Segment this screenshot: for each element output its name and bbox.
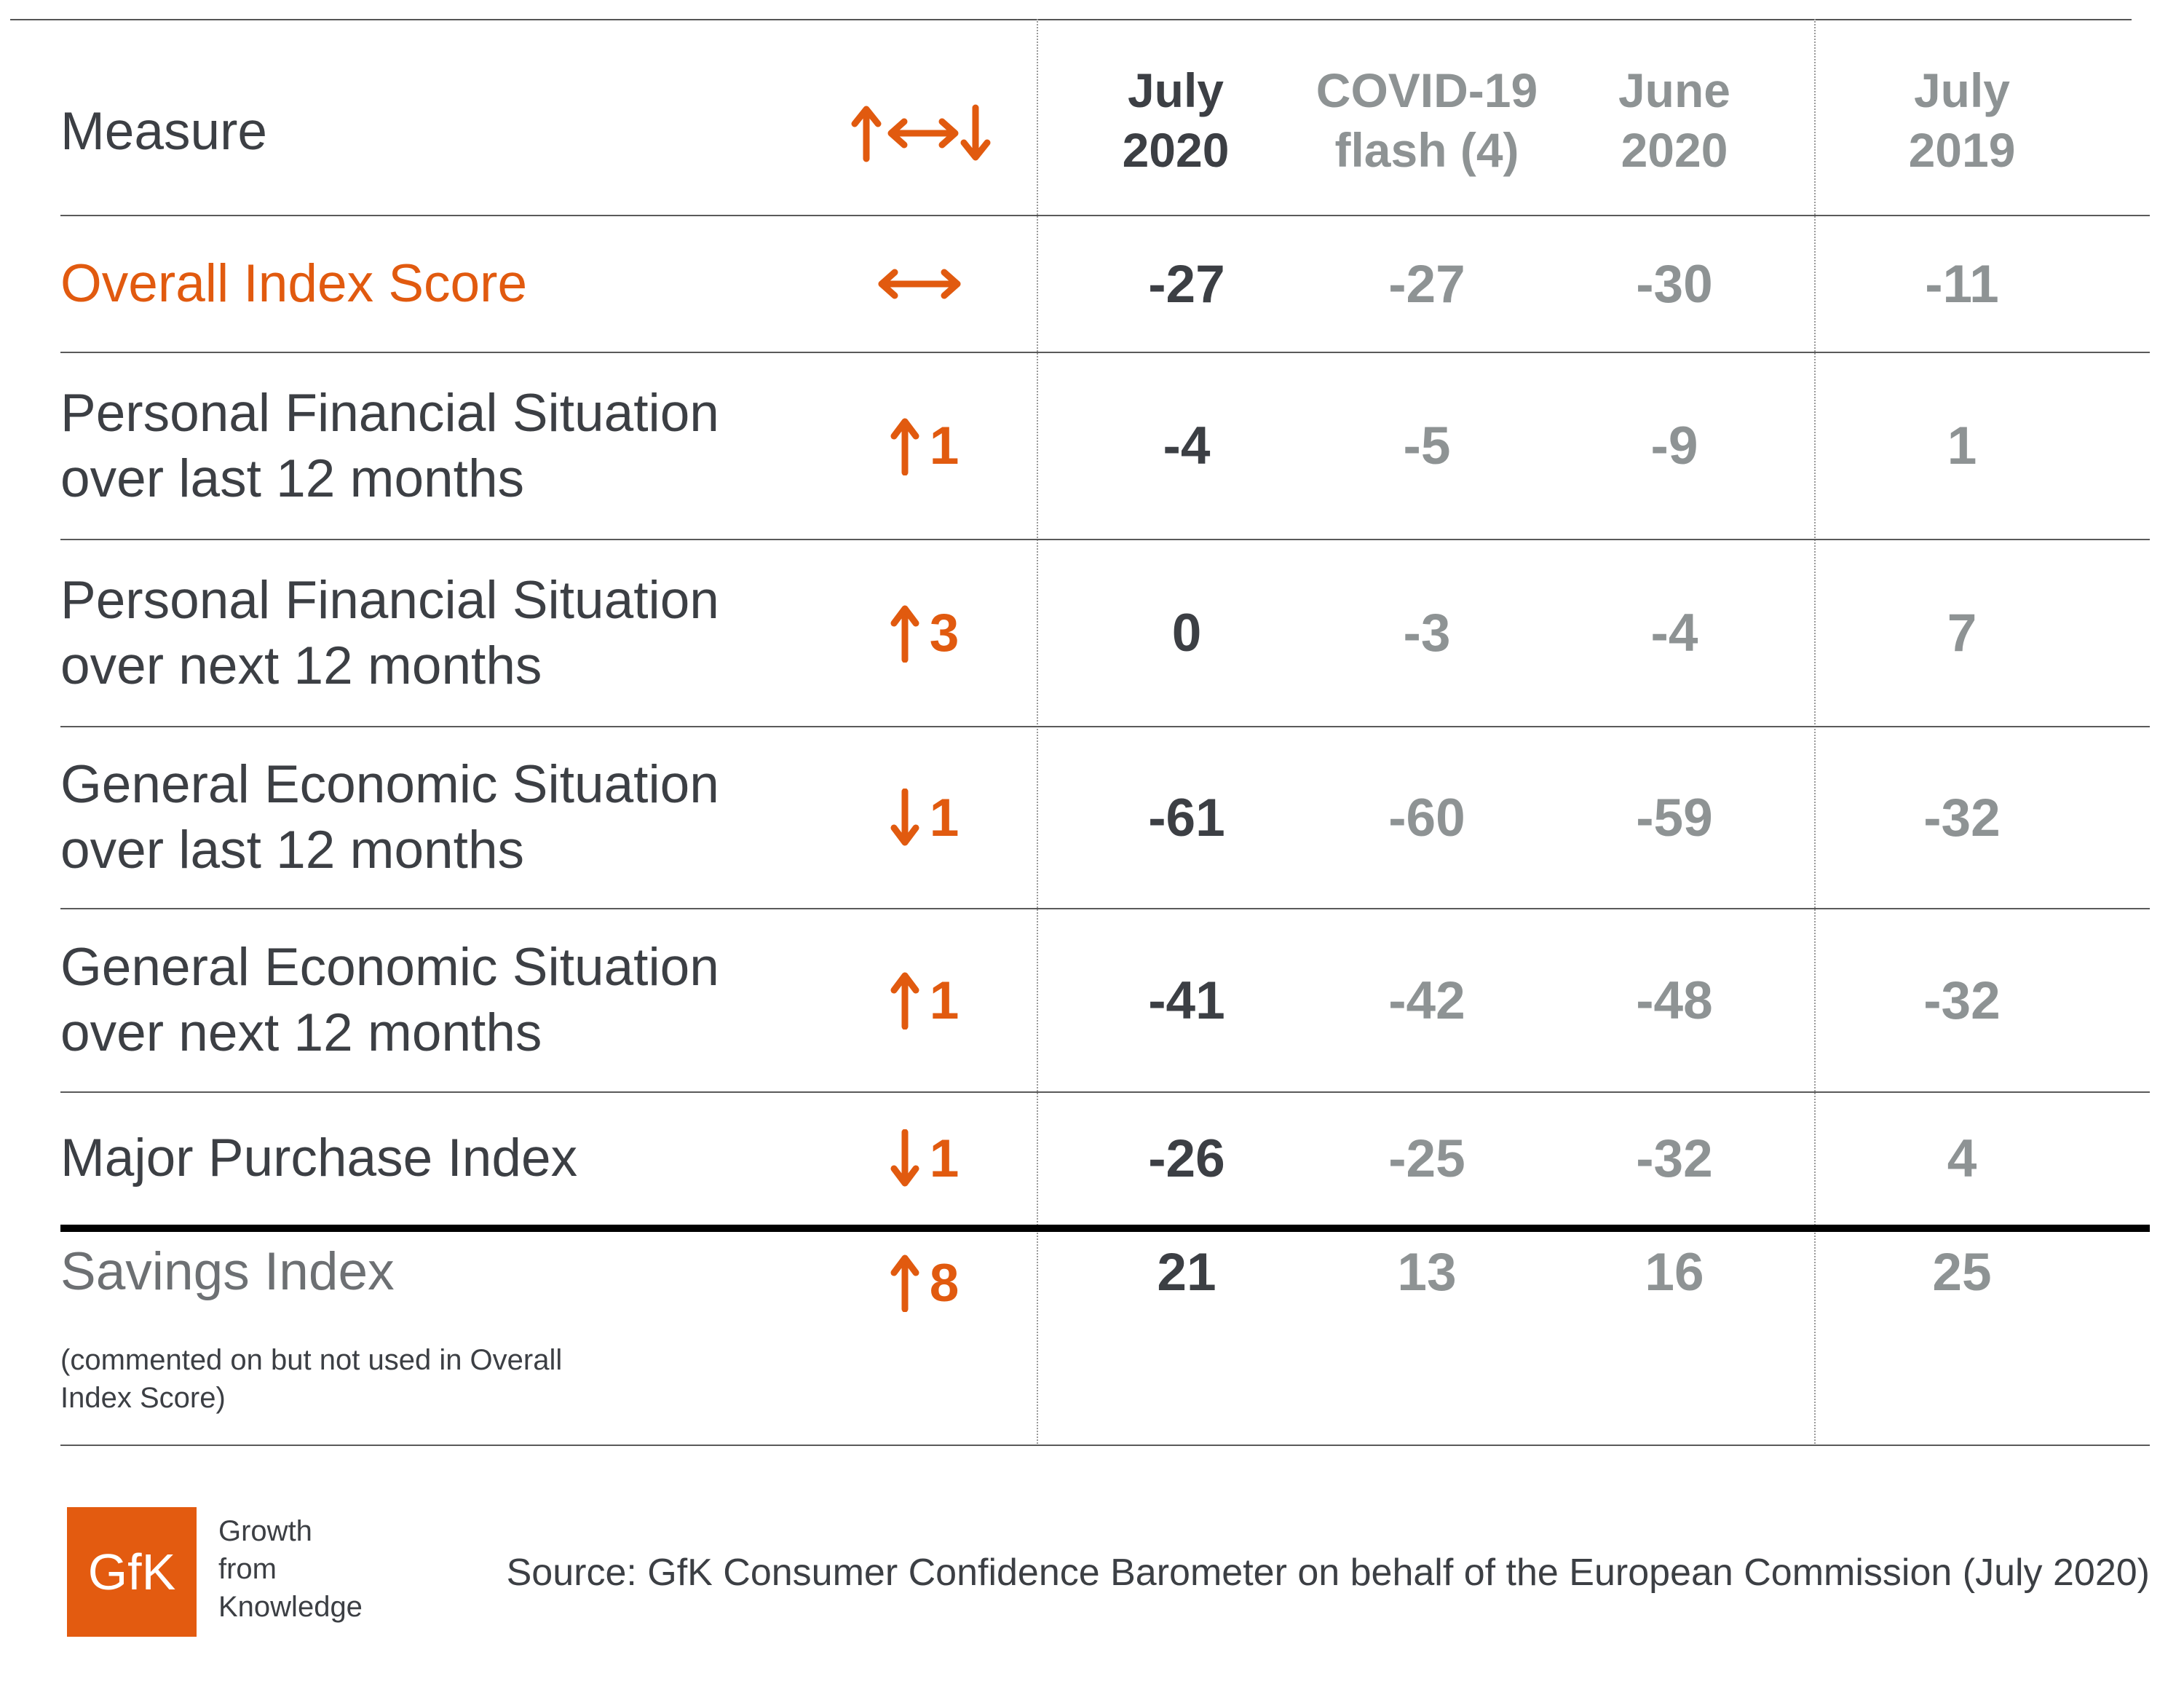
column-header-line2: 2020 (1122, 123, 1230, 177)
up-arrow-icon (890, 418, 919, 475)
change-value: 1 (929, 788, 960, 847)
row-rule (60, 908, 2150, 909)
up-arrow-icon (890, 1254, 919, 1312)
value-cell: -61 (1148, 788, 1225, 847)
value-cell: -27 (1388, 254, 1465, 314)
value-cell: -59 (1636, 788, 1713, 847)
value-cell: -5 (1403, 416, 1451, 475)
value-cell: -30 (1636, 254, 1713, 314)
measure-header: Measure (60, 101, 268, 161)
column-header-july-2020: July 2020 (1067, 58, 1285, 182)
tagline: Growth from Knowledge (218, 1512, 363, 1626)
row-rule (60, 726, 2150, 727)
source-note: Source: GfK Consumer Confidence Baromete… (506, 1552, 2150, 1594)
column-divider-right (1814, 19, 1816, 1446)
value-cell: -32 (1923, 788, 2001, 847)
change-value: 1 (929, 1129, 960, 1188)
value-cell: -32 (1636, 1129, 1713, 1188)
value-cell: -60 (1388, 788, 1465, 847)
change-indicator: 8 (859, 1236, 990, 1330)
column-header-june-2020: June 2020 (1565, 58, 1784, 182)
column-header-line1: COVID-19 (1315, 63, 1538, 117)
value-cell: -42 (1388, 971, 1465, 1030)
value-cell: -9 (1650, 416, 1698, 475)
value-cell: 1 (1947, 416, 1977, 475)
value-cell: 13 (1397, 1242, 1457, 1302)
value-cell: 16 (1645, 1242, 1704, 1302)
column-header-line2: 2020 (1621, 123, 1728, 177)
value-cell: -32 (1923, 971, 2001, 1030)
value-cell: -25 (1388, 1129, 1465, 1188)
change-indicator: 1 (859, 727, 990, 908)
change-indicator: 3 (859, 540, 990, 726)
column-header-covid-flash: COVID-19 flash (4) (1296, 58, 1558, 182)
column-header-july-2019: July 2019 (1853, 58, 2071, 182)
change-value: 1 (929, 416, 960, 475)
row-rule (60, 215, 2150, 216)
column-header-line1: July (1127, 63, 1224, 117)
trend-legend-icon (844, 100, 997, 166)
logo-text: GfK (87, 1544, 176, 1600)
row-label: Major Purchase Index (60, 1129, 578, 1188)
up-arrow-icon (890, 605, 919, 663)
row-note: (commented on but not used in Overall In… (60, 1344, 563, 1414)
tagline-line: Knowledge (218, 1591, 363, 1623)
value-cell: -26 (1148, 1129, 1225, 1188)
row-rule (60, 539, 2150, 540)
row-rule (60, 352, 2150, 353)
change-indicator: 1 (859, 353, 990, 539)
row-label: Overall Index Score (60, 254, 528, 313)
top-rule (10, 19, 2132, 20)
up-arrow-icon (890, 972, 919, 1030)
change-value: 3 (929, 604, 960, 663)
column-header-line1: June (1618, 63, 1731, 117)
change-value: 1 (929, 971, 960, 1030)
change-value: 8 (929, 1253, 960, 1313)
bottom-rule (60, 1445, 2150, 1446)
value-cell: -48 (1636, 971, 1713, 1030)
column-header-line2: 2019 (1908, 123, 2016, 177)
column-header-line2: flash (4) (1334, 123, 1519, 177)
row-label: General Economic Situation over last 12 … (60, 755, 719, 880)
column-header-line1: July (1913, 63, 2011, 117)
change-indicator: 1 (859, 1093, 990, 1224)
value-cell: -11 (1925, 254, 1999, 314)
tagline-line: Growth (218, 1515, 312, 1547)
down-arrow-icon (890, 789, 919, 846)
row-label: Personal Financial Situation over last 1… (60, 383, 719, 508)
value-cell: -27 (1148, 254, 1225, 314)
value-cell: 4 (1947, 1129, 1977, 1188)
up-flat-down-arrows-icon (851, 104, 991, 162)
value-cell: 7 (1947, 604, 1977, 663)
gfk-logo: GfK (67, 1507, 197, 1637)
value-cell: -4 (1650, 604, 1698, 663)
flat-arrow-icon (878, 269, 961, 299)
change-indicator: 1 (859, 909, 990, 1091)
savings-separator-rule (60, 1225, 2150, 1232)
column-divider-left (1037, 19, 1038, 1446)
down-arrow-icon (890, 1129, 919, 1187)
row-rule (60, 1091, 2150, 1093)
row-label: Personal Financial Situation over next 1… (60, 570, 719, 695)
row-label: General Economic Situation over next 12 … (60, 938, 719, 1062)
value-cell: -41 (1148, 971, 1225, 1030)
value-cell: 0 (1171, 604, 1202, 663)
row-label: Savings Index (60, 1242, 395, 1301)
value-cell: -3 (1403, 604, 1451, 663)
change-indicator (859, 216, 990, 352)
value-cell: -4 (1163, 416, 1211, 475)
tagline-line: from (218, 1553, 277, 1585)
value-cell: 25 (1932, 1242, 1992, 1302)
value-cell: 21 (1157, 1242, 1216, 1302)
